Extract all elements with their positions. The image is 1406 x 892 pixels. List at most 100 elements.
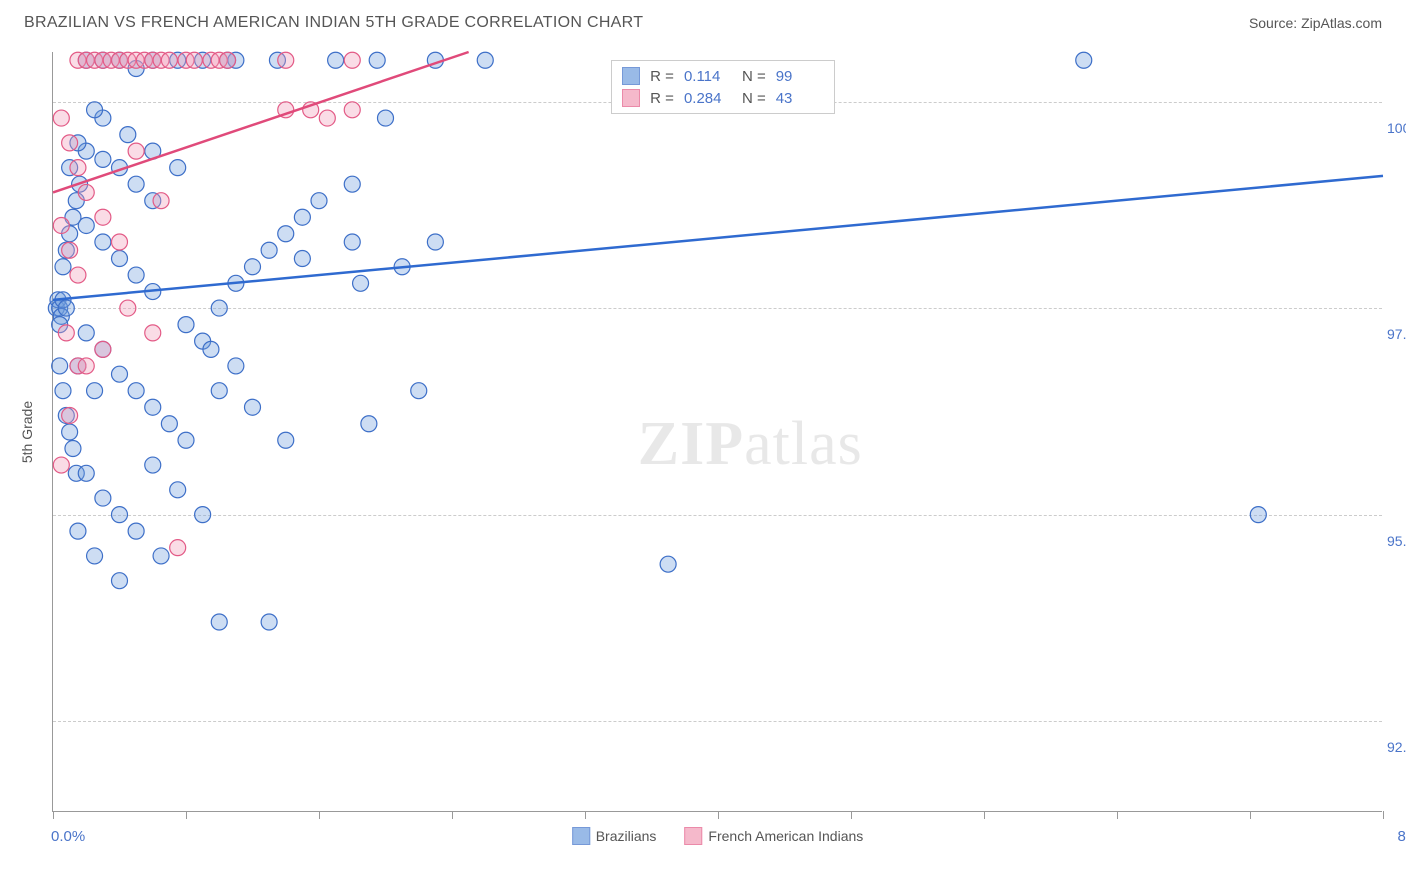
source-value: ZipAtlas.com: [1301, 15, 1382, 31]
x-tick: [1250, 811, 1251, 819]
scatter-point: [58, 325, 74, 341]
scatter-point: [220, 52, 236, 68]
y-tick-label: 92.5%: [1387, 739, 1406, 755]
scatter-point: [78, 184, 94, 200]
scatter-point: [87, 383, 103, 399]
scatter-point: [178, 432, 194, 448]
scatter-point: [344, 234, 360, 250]
scatter-point: [87, 548, 103, 564]
scatter-point: [145, 325, 161, 341]
scatter-point: [53, 217, 69, 233]
scatter-point: [344, 52, 360, 68]
scatter-point: [65, 441, 81, 457]
scatter-point: [95, 209, 111, 225]
scatter-point: [53, 457, 69, 473]
n-value: 43: [776, 90, 824, 107]
legend-item: French American Indians: [684, 827, 863, 845]
scatter-point: [170, 160, 186, 176]
scatter-point: [411, 383, 427, 399]
scatter-point: [228, 358, 244, 374]
scatter-point: [58, 300, 74, 316]
scatter-point: [120, 127, 136, 143]
x-tick: [186, 811, 187, 819]
y-tick-label: 95.0%: [1387, 533, 1406, 549]
scatter-point: [78, 358, 94, 374]
chart-source: Source: ZipAtlas.com: [1249, 15, 1382, 31]
scatter-point: [178, 317, 194, 333]
scatter-point: [55, 383, 71, 399]
stats-row: R = 0.114 N = 99: [622, 65, 824, 87]
scatter-point: [62, 242, 78, 258]
chart-plot-area: 5th Grade 100.0%97.5%95.0%92.5% ZIPatlas…: [52, 52, 1382, 812]
scatter-point: [211, 383, 227, 399]
scatter-point: [1250, 507, 1266, 523]
regression-line: [53, 52, 469, 192]
scatter-point: [328, 52, 344, 68]
legend-item: Brazilians: [572, 827, 657, 845]
scatter-point: [319, 110, 335, 126]
y-axis-label: 5th Grade: [19, 400, 35, 462]
y-tick-label: 100.0%: [1387, 120, 1406, 136]
x-axis-min-label: 0.0%: [51, 828, 85, 845]
scatter-point: [344, 102, 360, 118]
scatter-point: [128, 267, 144, 283]
legend-swatch-icon: [622, 67, 640, 85]
scatter-point: [211, 614, 227, 630]
scatter-point: [112, 573, 128, 589]
scatter-point: [245, 259, 261, 275]
scatter-point: [294, 251, 310, 267]
x-axis-max-label: 80.0%: [1397, 828, 1406, 845]
scatter-point: [344, 176, 360, 192]
scatter-point: [95, 490, 111, 506]
scatter-point: [70, 160, 86, 176]
scatter-point: [55, 259, 71, 275]
scatter-point: [87, 102, 103, 118]
scatter-point: [261, 614, 277, 630]
scatter-point: [427, 234, 443, 250]
correlation-stats-box: R = 0.114 N = 99 R = 0.284 N = 43: [611, 60, 835, 114]
scatter-point: [128, 523, 144, 539]
legend-label: Brazilians: [596, 828, 657, 844]
x-tick: [319, 811, 320, 819]
scatter-point: [95, 341, 111, 357]
scatter-point: [477, 52, 493, 68]
scatter-point: [53, 110, 69, 126]
scatter-point: [161, 52, 177, 68]
scatter-point: [112, 366, 128, 382]
scatter-point: [170, 540, 186, 556]
x-tick: [984, 811, 985, 819]
legend-swatch-icon: [684, 827, 702, 845]
scatter-point: [294, 209, 310, 225]
regression-line: [53, 176, 1383, 300]
scatter-point: [128, 176, 144, 192]
n-label: N =: [742, 68, 766, 85]
scatter-point: [203, 341, 219, 357]
scatter-point: [245, 399, 261, 415]
scatter-point: [120, 300, 136, 316]
scatter-point: [112, 234, 128, 250]
stats-row: R = 0.284 N = 43: [622, 87, 824, 109]
legend-swatch-icon: [622, 89, 640, 107]
scatter-point: [145, 399, 161, 415]
scatter-point: [95, 234, 111, 250]
y-tick-label: 97.5%: [1387, 326, 1406, 342]
x-tick: [1383, 811, 1384, 819]
scatter-point: [195, 507, 211, 523]
legend-label: French American Indians: [708, 828, 863, 844]
scatter-point: [278, 432, 294, 448]
scatter-point: [78, 465, 94, 481]
scatter-point: [70, 523, 86, 539]
scatter-point: [145, 457, 161, 473]
scatter-point: [170, 482, 186, 498]
r-value: 0.284: [684, 90, 732, 107]
scatter-point: [261, 242, 277, 258]
scatter-point: [62, 407, 78, 423]
scatter-point: [278, 52, 294, 68]
scatter-point: [186, 52, 202, 68]
scatter-point: [211, 300, 227, 316]
scatter-point: [128, 383, 144, 399]
scatter-point: [153, 548, 169, 564]
scatter-point: [52, 358, 68, 374]
n-label: N =: [742, 90, 766, 107]
scatter-point: [660, 556, 676, 572]
